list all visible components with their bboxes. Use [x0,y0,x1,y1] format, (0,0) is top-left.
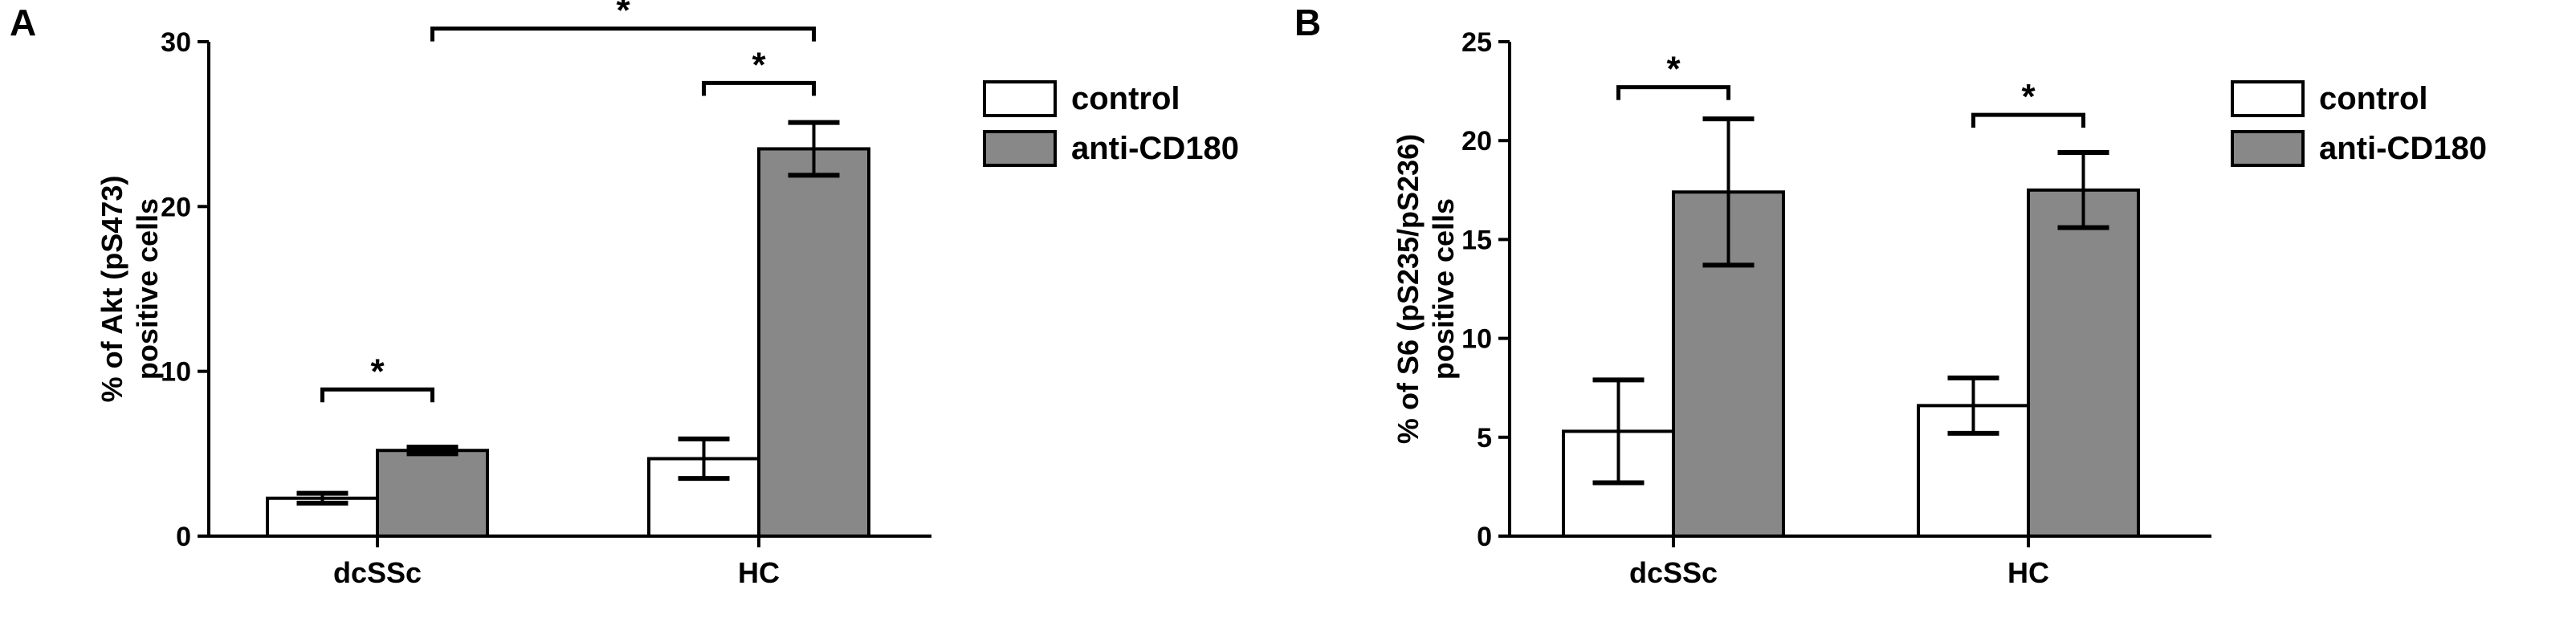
significance-bracket [320,387,434,403]
legend-swatch-control [2231,80,2305,117]
legend-swatch-anti-cd180 [2231,130,2305,167]
significance-bracket [1971,112,2085,128]
y-tick-label: 25 [1461,27,1492,58]
legend-label: control [2319,81,2428,116]
y-tick-label: 15 [1461,225,1492,255]
legend-swatch-control [983,80,1057,117]
y-tick-label: 20 [1461,126,1492,157]
significance-marker: * [616,0,630,30]
chart-panel-a: A 0 10 20 30 % of Akt (pS473) positive cells dc… [10,0,1239,589]
bar-anti-cd180 [376,449,489,539]
legend-label: control [1071,81,1180,116]
significance-marker: * [370,352,385,391]
x-category-label: dcSSc [333,556,422,589]
y-axis-title: % of S6 (pS235/pS236) [1392,134,1425,444]
chart-panel-b: B 0 5 10 15 20 25 % of S6 (pS235/pS236) positive… [1288,0,2576,622]
significance-bracket [430,26,816,42]
legend-swatch-anti-cd180 [983,130,1057,167]
legend-label: anti-CD180 [1071,131,1239,166]
chart-b-svg: B 0 5 10 15 20 25 % of S6 (pS235/pS236) positive… [1294,2,2487,589]
x-category-label: HC [738,556,780,589]
y-axis-title: % of Akt (pS473) [96,176,128,403]
significance-marker: * [1666,50,1681,89]
bar-anti-cd180 [757,147,870,538]
y-axis-title: positive cells [131,198,164,380]
y-tick-label: 10 [1461,324,1492,355]
significance-marker: * [752,45,766,84]
y-tick-label: 10 [161,357,191,388]
y-axis-title: positive cells [1427,198,1460,380]
y-tick-label: 20 [161,192,191,222]
bar-anti-cd180 [2027,188,2140,539]
significance-marker: * [2021,77,2036,116]
legend-label: anti-CD180 [2319,131,2487,166]
chart-a-svg: A 0 10 20 30 % of Akt (pS473) positive cells dc… [10,0,1239,589]
y-tick-label: 0 [176,522,191,552]
panel-letter: A [10,2,36,43]
y-tick-label: 0 [1477,522,1492,552]
panel-letter: B [1294,2,1321,43]
x-category-label: HC [2007,556,2049,589]
x-category-label: dcSSc [1629,556,1718,589]
significance-bracket [702,80,816,96]
significance-bracket [1616,85,1730,100]
y-tick-label: 5 [1477,423,1492,453]
y-tick-label: 30 [161,27,191,58]
